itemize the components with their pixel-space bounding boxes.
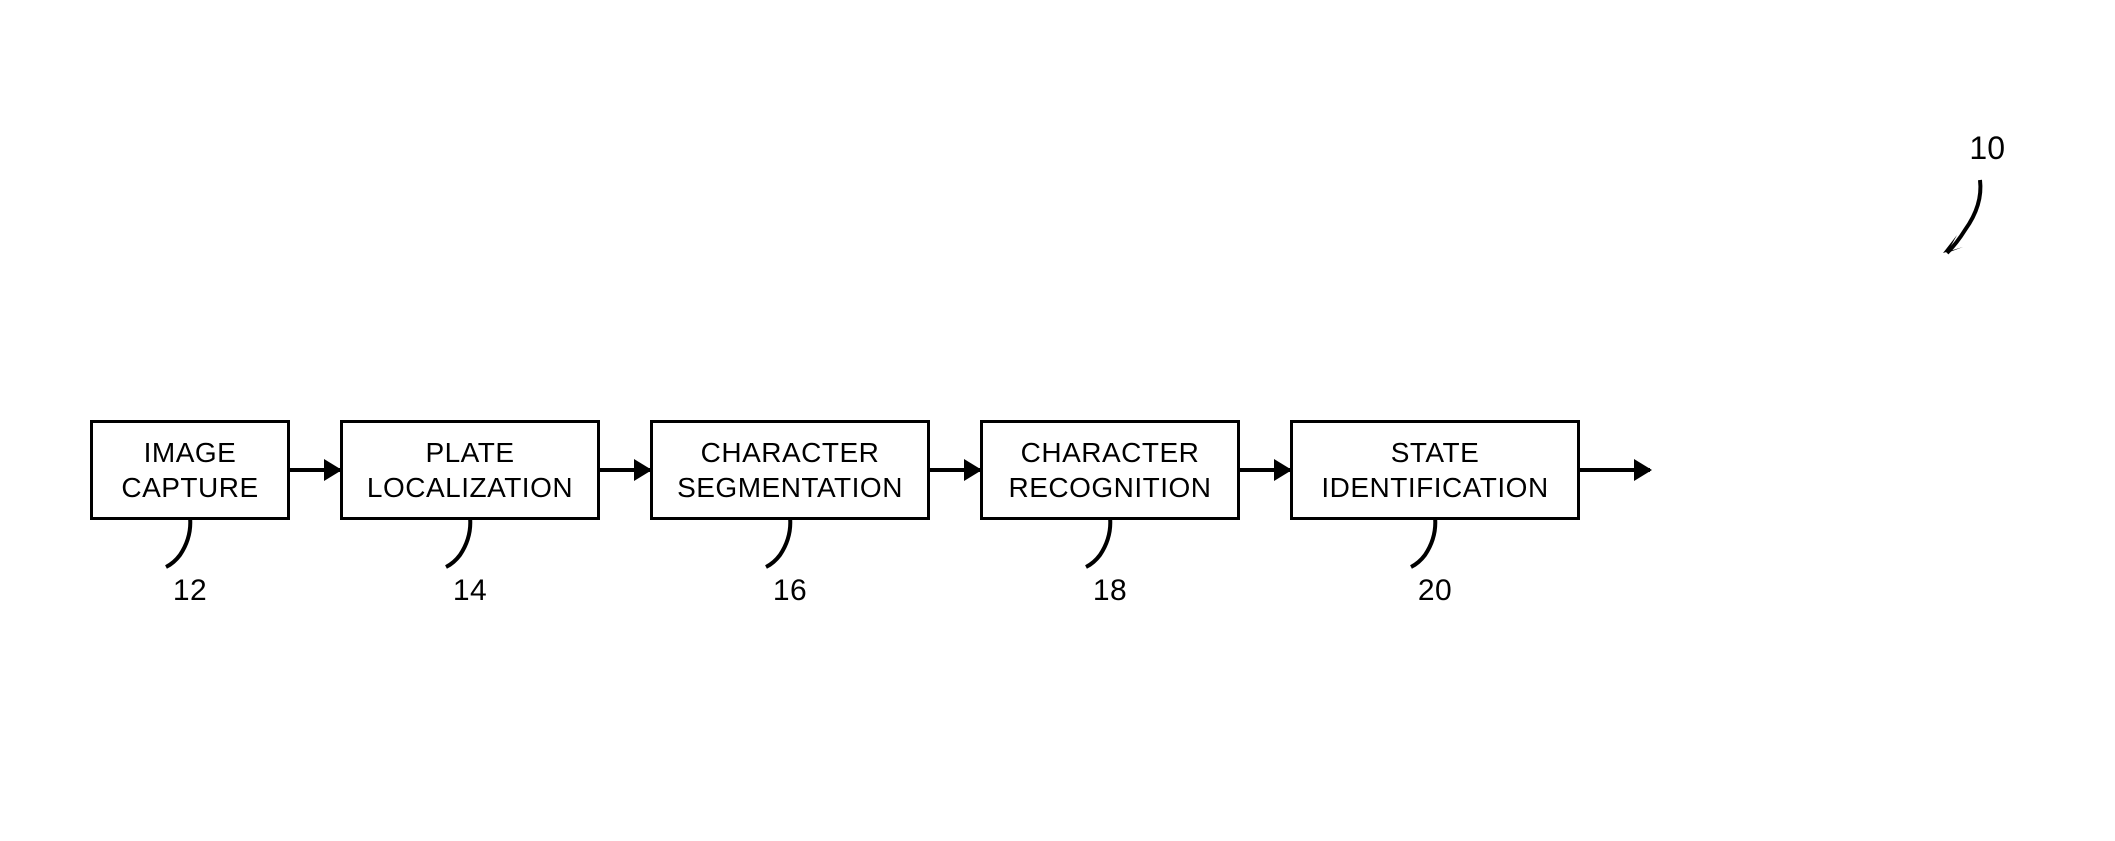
ref-hook: 20 <box>1435 517 1495 597</box>
flow-arrow <box>290 468 340 472</box>
flow-arrow <box>600 468 650 472</box>
flow-node-label-line2: LOCALIZATION <box>367 472 573 503</box>
flow-node-image-capture: IMAGE CAPTURE 12 <box>90 420 290 520</box>
ref-hook: 14 <box>470 517 530 597</box>
flow-node-plate-localization: PLATE LOCALIZATION 14 <box>340 420 600 520</box>
flowchart: IMAGE CAPTURE 12 PLATE LOCALIZATION 14 C… <box>90 420 1650 520</box>
flow-node-character-segmentation: CHARACTER SEGMENTATION 16 <box>650 420 930 520</box>
ref-hook: 18 <box>1110 517 1170 597</box>
flow-node-label-line1: CHARACTER <box>1021 437 1200 468</box>
ref-hook: 16 <box>790 517 850 597</box>
flow-arrow <box>930 468 980 472</box>
figure-reference-label: 10 <box>1969 130 2005 167</box>
ref-label: 12 <box>165 572 215 610</box>
flow-node-label-line2: RECOGNITION <box>1008 472 1211 503</box>
flow-node-label-line1: PLATE <box>425 437 514 468</box>
flow-arrow <box>1240 468 1290 472</box>
figure-reference-arrow <box>1935 175 1995 265</box>
flow-node-label-line1: STATE <box>1391 437 1480 468</box>
flow-arrow-out <box>1580 468 1650 472</box>
ref-label: 16 <box>765 572 815 610</box>
flow-node-label-line2: CAPTURE <box>121 472 258 503</box>
ref-label: 20 <box>1410 572 1460 610</box>
ref-label: 14 <box>445 572 495 610</box>
ref-hook: 12 <box>190 517 250 597</box>
flow-node-label-line1: IMAGE <box>144 437 237 468</box>
ref-label: 18 <box>1085 572 1135 610</box>
flow-node-label-line2: SEGMENTATION <box>677 472 903 503</box>
flow-node-state-identification: STATE IDENTIFICATION 20 <box>1290 420 1580 520</box>
flow-node-character-recognition: CHARACTER RECOGNITION 18 <box>980 420 1240 520</box>
flow-node-label-line1: CHARACTER <box>701 437 880 468</box>
flow-node-label-line2: IDENTIFICATION <box>1321 472 1548 503</box>
